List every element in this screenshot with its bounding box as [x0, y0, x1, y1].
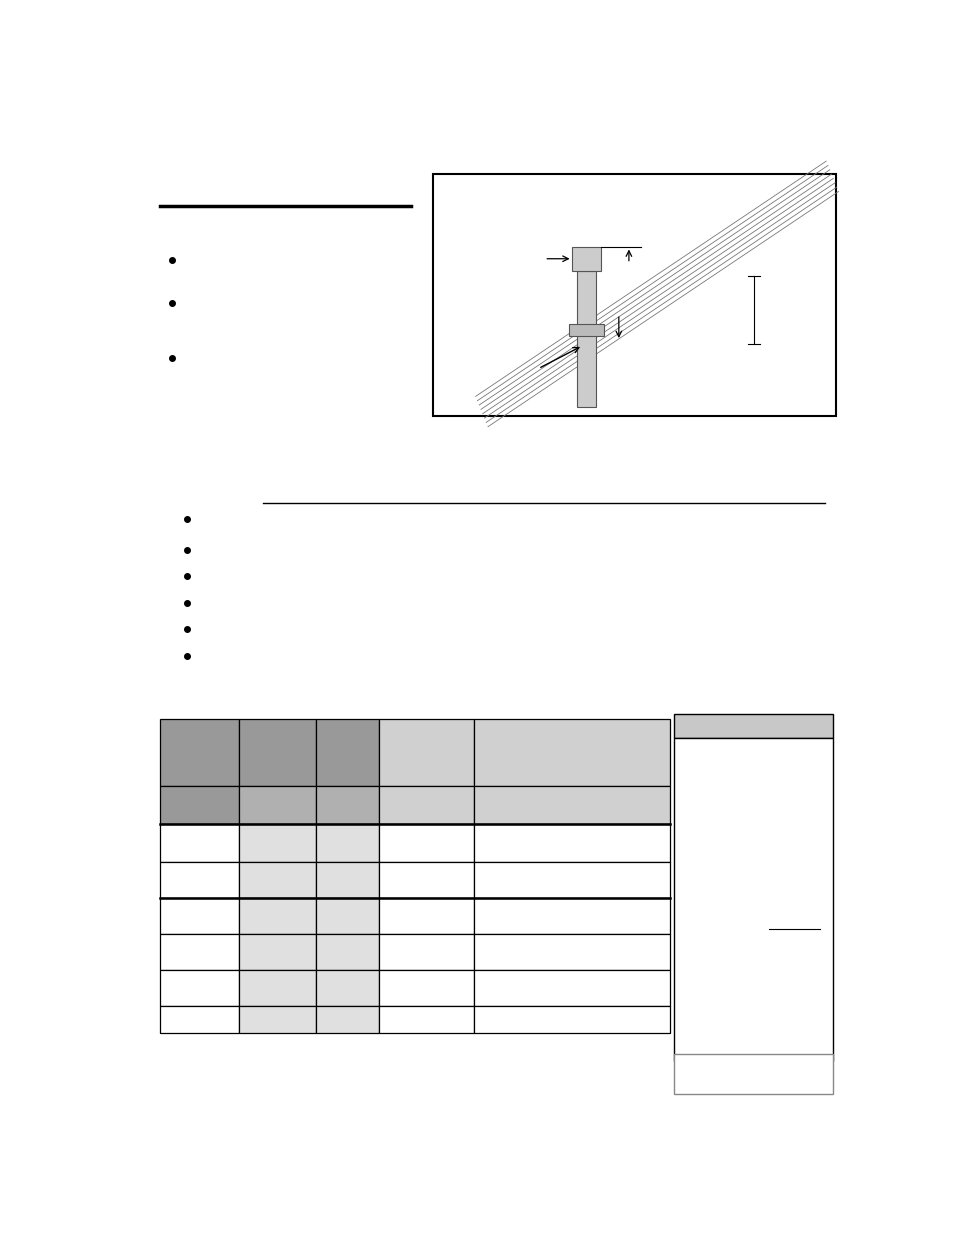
Bar	[315, 934, 379, 969]
Bar	[239, 862, 315, 898]
Bar	[379, 934, 473, 969]
Bar	[379, 824, 473, 862]
Bar	[473, 1007, 669, 1032]
Bar	[379, 719, 473, 787]
Bar	[315, 898, 379, 934]
Bar	[473, 969, 669, 1007]
Bar	[473, 719, 669, 787]
Bar	[160, 719, 239, 787]
Bar	[160, 824, 239, 862]
Bar	[239, 1007, 315, 1032]
Bar	[239, 934, 315, 969]
Bar	[315, 787, 379, 824]
Bar	[160, 969, 239, 1007]
Bar	[433, 174, 836, 416]
Bar	[473, 787, 669, 824]
Bar	[569, 324, 603, 336]
Bar	[473, 898, 669, 934]
Bar	[379, 862, 473, 898]
Bar	[673, 714, 832, 737]
Bar	[379, 1007, 473, 1032]
Bar	[572, 247, 600, 270]
Bar	[473, 862, 669, 898]
Bar	[315, 969, 379, 1007]
Bar	[315, 824, 379, 862]
Bar	[315, 719, 379, 787]
Bar	[160, 898, 239, 934]
Bar	[379, 898, 473, 934]
Bar	[673, 1053, 832, 1094]
Bar	[473, 934, 669, 969]
Bar	[473, 824, 669, 862]
Bar	[315, 1007, 379, 1032]
Bar	[239, 898, 315, 934]
Bar	[379, 969, 473, 1007]
Bar	[239, 824, 315, 862]
Bar	[577, 270, 596, 406]
Bar	[160, 862, 239, 898]
Bar	[379, 787, 473, 824]
Bar	[673, 737, 832, 1061]
Bar	[315, 862, 379, 898]
Bar	[160, 934, 239, 969]
Bar	[160, 1007, 239, 1032]
Bar	[239, 719, 315, 787]
Bar	[160, 787, 239, 824]
Bar	[239, 787, 315, 824]
Bar	[239, 969, 315, 1007]
